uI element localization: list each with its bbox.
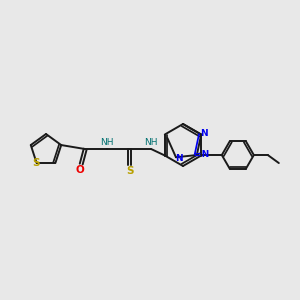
Text: S: S — [127, 166, 134, 176]
Text: O: O — [76, 165, 85, 175]
Text: =N: =N — [194, 149, 209, 158]
Text: S: S — [32, 158, 39, 168]
Text: N: N — [175, 154, 183, 163]
Text: NH: NH — [100, 138, 114, 147]
Text: N: N — [200, 129, 208, 138]
Text: NH: NH — [145, 138, 158, 147]
